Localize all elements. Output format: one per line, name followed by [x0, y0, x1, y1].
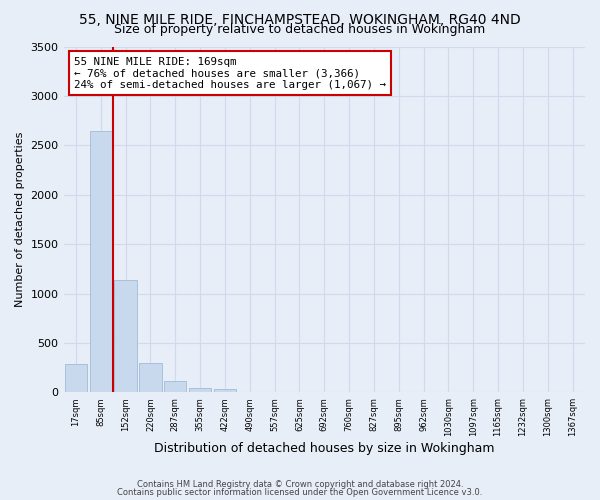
Text: Size of property relative to detached houses in Wokingham: Size of property relative to detached ho… [115, 22, 485, 36]
Bar [89, 132, 112, 392]
X-axis label: Distribution of detached houses by size in Wokingham: Distribution of detached houses by size … [154, 442, 494, 455]
Bar [189, 388, 211, 392]
Bar [164, 382, 187, 392]
Bar [139, 363, 161, 392]
Text: Contains public sector information licensed under the Open Government Licence v3: Contains public sector information licen… [118, 488, 482, 497]
Bar [214, 389, 236, 392]
Y-axis label: Number of detached properties: Number of detached properties [15, 132, 25, 307]
Bar [115, 280, 137, 392]
Bar [65, 364, 87, 392]
Text: 55 NINE MILE RIDE: 169sqm
← 76% of detached houses are smaller (3,366)
24% of se: 55 NINE MILE RIDE: 169sqm ← 76% of detac… [74, 57, 386, 90]
Text: Contains HM Land Registry data © Crown copyright and database right 2024.: Contains HM Land Registry data © Crown c… [137, 480, 463, 489]
Text: 55, NINE MILE RIDE, FINCHAMPSTEAD, WOKINGHAM, RG40 4ND: 55, NINE MILE RIDE, FINCHAMPSTEAD, WOKIN… [79, 12, 521, 26]
